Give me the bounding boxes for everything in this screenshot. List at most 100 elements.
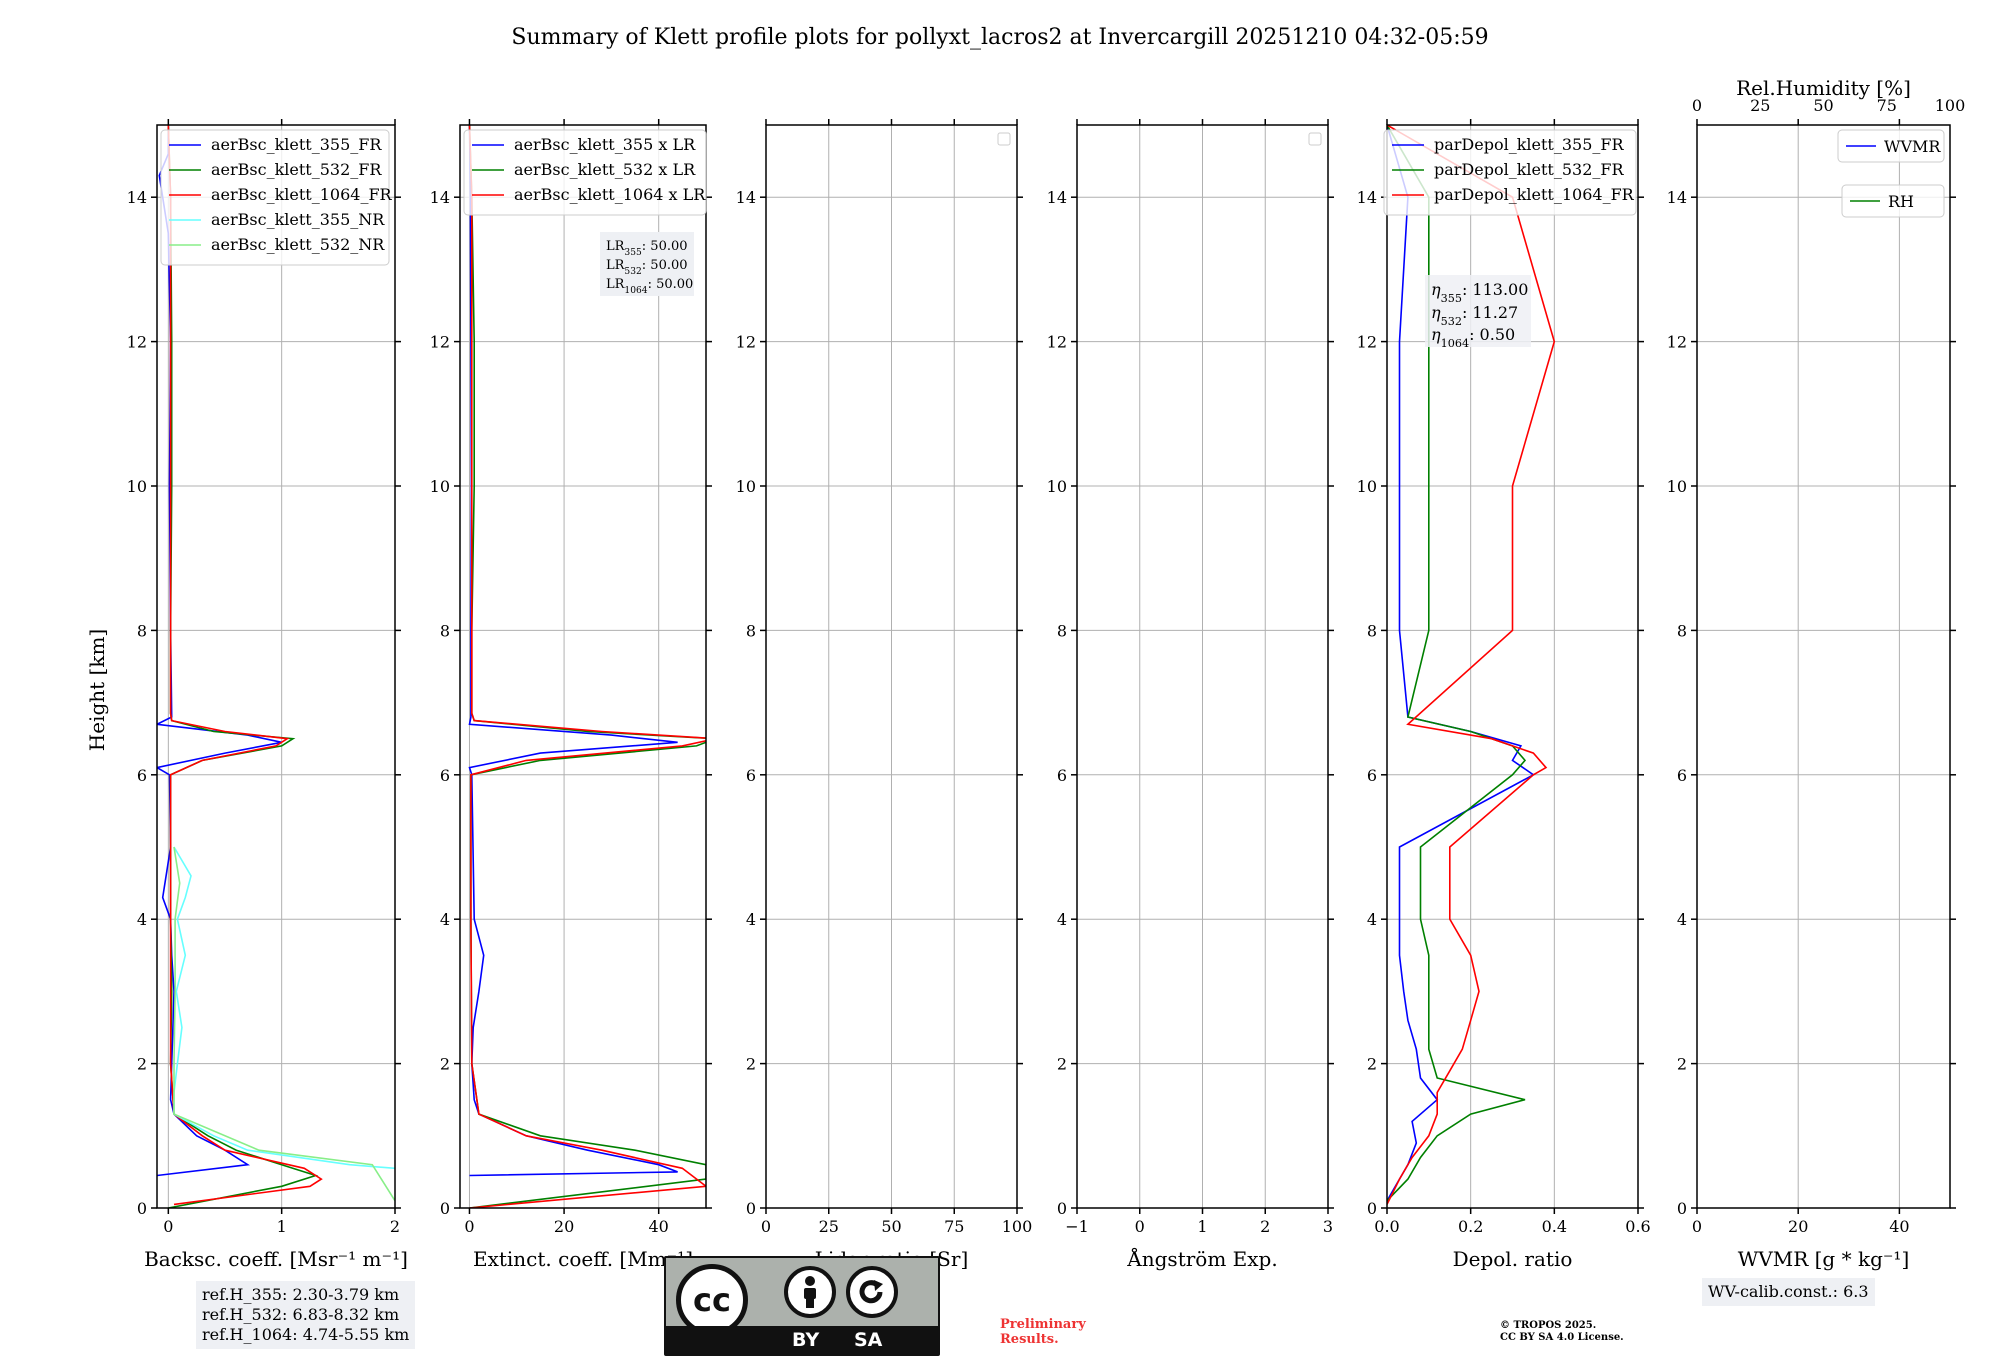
legend-label: aerBsc_klett_1064_FR <box>211 185 393 204</box>
x-tick-label: 75 <box>944 1217 964 1236</box>
ref-height-355: ref.H_355: 2.30-3.79 km <box>202 1285 400 1304</box>
ref-height-532: ref.H_532: 6.83-8.32 km <box>202 1305 400 1324</box>
y-tick-label: 4 <box>440 910 450 929</box>
series-line-aerBsc_klett_1064 x LR <box>468 125 706 1208</box>
y-tick-label: 0 <box>137 1199 147 1218</box>
eta-1064: η1064: 0.50 <box>1431 325 1515 350</box>
y-tick-label: 14 <box>430 188 450 207</box>
legend-label: RH <box>1888 192 1914 211</box>
x-axis-label: WVMR [g * kg⁻¹] <box>1738 1247 1910 1271</box>
series-line-aerBsc_klett_532_NR <box>173 846 395 1202</box>
y-tick-label: 8 <box>1367 621 1377 640</box>
y-tick-label: 2 <box>1367 1055 1377 1074</box>
y-tick-label: 0 <box>1367 1199 1377 1218</box>
preliminary-line-2: Results. <box>1000 1332 1059 1347</box>
panel-wv: 0 2 4 6 8 10 12 14 0 20 40 WVMR [g * kg⁻¹] 0 25 50 75 10… <box>1667 76 1966 1271</box>
legend-label: aerBsc_klett_355_FR <box>211 135 382 154</box>
x-tick-label: 0.6 <box>1625 1217 1650 1236</box>
badge-sa-label: SA <box>854 1329 883 1351</box>
y-tick-label: 6 <box>1367 766 1377 785</box>
y-tick-label: 12 <box>1667 333 1687 352</box>
y-tick-label: 14 <box>1047 188 1067 207</box>
x-tick-label: 1 <box>1197 1217 1207 1236</box>
x-axis-label: Depol. ratio <box>1453 1247 1573 1271</box>
lidar-ratio-1064: LR1064: 50.00 <box>606 277 693 296</box>
axes-frame <box>156 124 396 1209</box>
series-line-aerBsc_klett_532_FR <box>167 125 319 1208</box>
ref-height-1064: ref.H_1064: 4.74-5.55 km <box>202 1325 410 1344</box>
x-tick-label: 0 <box>1692 1217 1702 1236</box>
legend-box <box>1383 129 1637 216</box>
legend-label: aerBsc_klett_532 x LR <box>514 160 696 179</box>
y-tick-label: 10 <box>127 477 147 496</box>
y-tick-label: 10 <box>736 477 756 496</box>
x-tick-label: 0 <box>464 1217 474 1236</box>
legend-box <box>463 129 707 216</box>
y-tick-label: 12 <box>127 333 147 352</box>
reference-heights-box: ref.H_355: 2.30-3.79 km ref.H_532: 6.83-… <box>196 1281 416 1349</box>
preliminary-line-1: Preliminary <box>1000 1317 1086 1332</box>
x-axis-label: Ångström Exp. <box>1126 1246 1277 1271</box>
badge-by-label: BY <box>792 1329 820 1351</box>
y-tick-label: 4 <box>137 910 147 929</box>
y-tick-label: 6 <box>440 766 450 785</box>
eta-box <box>1425 275 1531 347</box>
y-tick-label: 2 <box>1057 1055 1067 1074</box>
wv-calib-text: WV-calib.const.: 6.3 <box>1708 1282 1869 1301</box>
y-tick-label: 0 <box>746 1199 756 1218</box>
y-tick-label: 0 <box>1677 1199 1687 1218</box>
copyright-note: © TROPOS 2025. CC BY SA 4.0 License. <box>1500 1320 1624 1344</box>
y-tick-label: 8 <box>1677 621 1687 640</box>
y-tick-label: 10 <box>1667 477 1687 496</box>
lidar-ratio-355: LR355: 50.00 <box>606 239 688 258</box>
x-tick-label: 3 <box>1323 1217 1333 1236</box>
y-tick-label: 12 <box>1047 333 1067 352</box>
legend-label: aerBsc_klett_532_FR <box>211 160 382 179</box>
x-tick-label: 40 <box>1889 1217 1909 1236</box>
top-tick-label: 0 <box>1692 96 1702 115</box>
x-tick-label: 40 <box>649 1217 669 1236</box>
axes-frame <box>459 124 707 1209</box>
panel-depol: 0 2 4 6 8 10 12 14 0.0 0.2 0.4 0.6 Depol. ratio parDe… <box>1357 119 1651 1271</box>
eta-355: η355: 113.00 <box>1431 280 1528 305</box>
copyright-line-2: CC BY SA 4.0 License. <box>1500 1332 1624 1343</box>
series-group <box>157 125 395 1208</box>
legend-box-wvmr <box>1837 129 1945 163</box>
legend-label: aerBsc_klett_532_NR <box>211 235 385 254</box>
series-line-parDepol_klett_532_FR <box>1387 125 1527 1202</box>
x-axis-label: Backsc. coeff. [Msr⁻¹ m⁻¹] <box>144 1247 408 1271</box>
copyright-line-1: © TROPOS 2025. <box>1500 1320 1597 1331</box>
y-tick-label: 2 <box>746 1055 756 1074</box>
legend-box <box>160 129 390 266</box>
preliminary-note: Preliminary Results. <box>1000 1317 1086 1347</box>
y-tick-label: 6 <box>746 766 756 785</box>
axes-frame <box>1386 124 1639 1209</box>
empty-legend-icon <box>997 132 1011 146</box>
y-tick-label: 0 <box>440 1199 450 1218</box>
y-tick-label: 14 <box>1357 188 1377 207</box>
badge-footer: BY SA <box>666 1326 938 1354</box>
y-tick-label: 2 <box>1677 1055 1687 1074</box>
top-tick-label: 75 <box>1877 96 1897 115</box>
wv-calib-box: WV-calib.const.: 6.3 <box>1702 1278 1875 1306</box>
x-tick-label: 50 <box>881 1217 901 1236</box>
series-group <box>1387 125 1556 1205</box>
y-tick-label: 14 <box>736 188 756 207</box>
x-tick-label: 0 <box>761 1217 771 1236</box>
x-tick-label: 2 <box>390 1217 400 1236</box>
legend-label: WVMR <box>1884 137 1941 156</box>
figure-title: Summary of Klett profile plots for polly… <box>511 25 1488 50</box>
y-tick-label: 10 <box>430 477 450 496</box>
x-tick-label: 2 <box>1260 1217 1270 1236</box>
legend-label: aerBsc_klett_355 x LR <box>514 135 696 154</box>
legend-box-rh <box>1841 184 1945 218</box>
x-tick-label: 20 <box>1788 1217 1808 1236</box>
y-tick-label: 12 <box>430 333 450 352</box>
x-tick-label: 25 <box>819 1217 839 1236</box>
panel-lr: 024681012140255075100Lidar ratio [Sr] <box>736 119 1032 1271</box>
eta-532: η532: 11.27 <box>1431 303 1518 328</box>
y-axis-label: Height [km] <box>85 629 109 751</box>
y-tick-label: 8 <box>746 621 756 640</box>
